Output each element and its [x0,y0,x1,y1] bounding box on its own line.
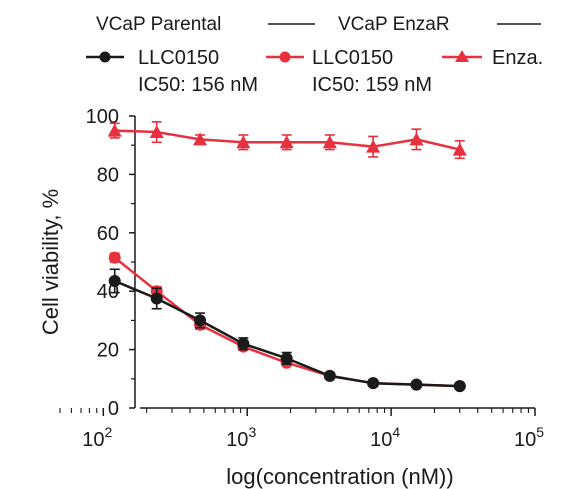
data-point [452,142,467,156]
plot-area [107,121,467,393]
series-line [114,279,460,388]
x-tick-label: 103 [226,424,256,451]
y-tick-label: 0 [108,398,119,420]
data-point [236,135,251,149]
data-point [453,380,466,393]
x-axis-label: log(concentration (nM)) [226,464,453,489]
legend-enza-marker [455,50,469,62]
legend-parental-llc-marker [99,51,111,63]
data-point [367,377,380,390]
series-parental_llc [108,268,466,393]
legend-group-parental: VCaP Parental [96,14,221,35]
y-tick-label: 20 [97,340,119,362]
legend-enzar-llc-label: LLC0150 [312,47,393,69]
data-point [409,132,424,146]
y-axis-label: Cell viability, % [38,189,63,335]
data-point [366,139,381,153]
y-tick-label: 60 [97,223,119,245]
data-point [322,135,337,149]
data-point [280,352,293,365]
x-tick-label: 105 [514,424,544,451]
data-point [150,292,163,305]
legend-enza-label: Enza. [492,47,543,69]
data-point [108,274,121,287]
series-enzar_enza [107,121,467,160]
data-point [107,123,122,137]
x-ticks: 102 103 104 105 [59,408,544,451]
data-point [279,135,294,149]
data-point [237,337,250,350]
x-tick-label: 104 [370,424,400,451]
data-point [193,132,208,146]
data-point [323,369,336,382]
series-enzar_llc [108,251,466,393]
y-tick-label: 80 [97,164,119,186]
legend-parental-llc-label: LLC0150 [138,47,219,69]
legend-enzar-llc-ic50: IC50: 159 nM [312,74,432,96]
legend-group-enzar: VCaP EnzaR [338,14,450,35]
data-point [108,251,121,264]
legend-parental-llc-ic50: IC50: 156 nM [138,74,258,96]
data-point [149,125,164,139]
data-point [194,314,207,327]
x-tick-label: 102 [82,424,112,451]
legend-enzar-llc-marker [279,51,291,63]
data-point [410,378,423,391]
legend: VCaP Parental VCaP EnzaR LLC0150 IC50: 1… [86,14,543,96]
